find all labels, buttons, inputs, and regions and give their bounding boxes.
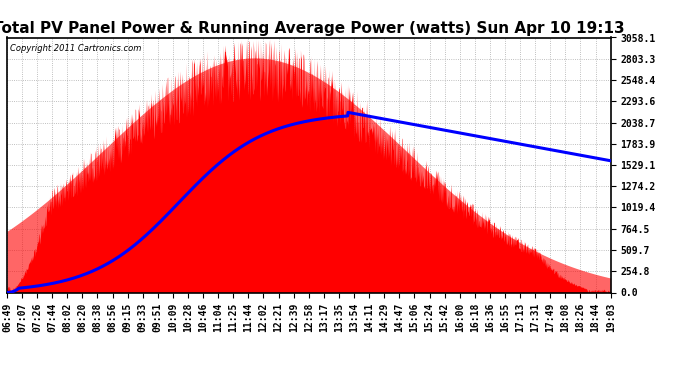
Text: Copyright 2011 Cartronics.com: Copyright 2011 Cartronics.com: [10, 44, 141, 53]
Title: Total PV Panel Power & Running Average Power (watts) Sun Apr 10 19:13: Total PV Panel Power & Running Average P…: [0, 21, 624, 36]
